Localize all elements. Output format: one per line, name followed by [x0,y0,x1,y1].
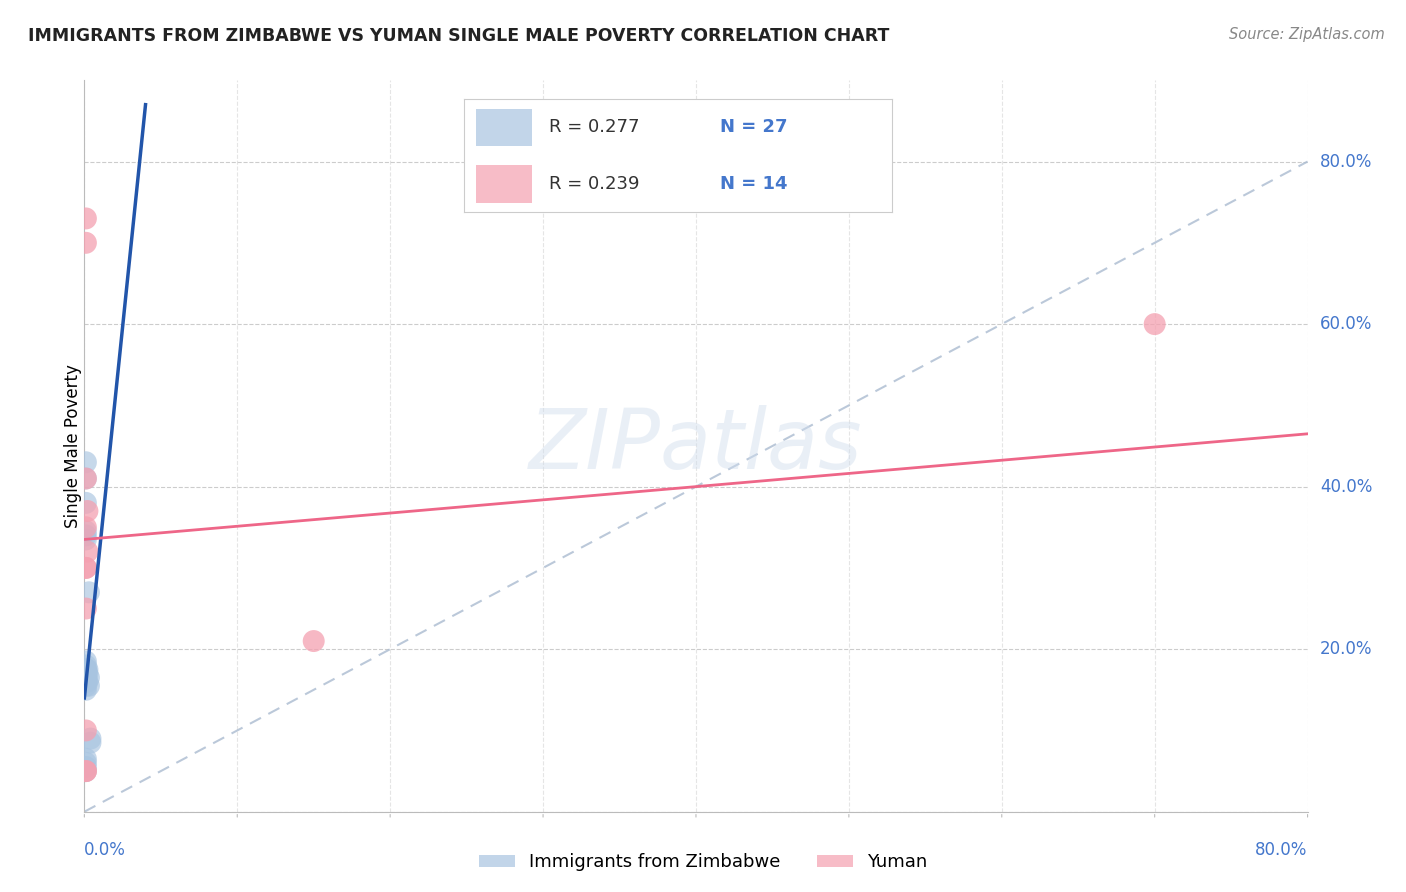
Point [77,585,100,599]
Point [75,561,97,575]
Point [79,731,101,746]
Point [75,471,97,485]
Point [75,658,97,673]
Point [1143,317,1166,331]
Point [75,764,97,778]
Point [75,654,97,668]
Point [75,752,97,766]
Point [75,524,97,539]
Legend: Immigrants from Zimbabwe, Yuman: Immigrants from Zimbabwe, Yuman [471,847,935,879]
Point [75,601,97,615]
Point [77,679,100,693]
Point [75,666,97,681]
Point [75,528,97,542]
Point [75,663,97,677]
Point [76,544,98,558]
Text: ZIPatlas: ZIPatlas [529,406,863,486]
Point [75,764,97,778]
Point [77,671,100,685]
Point [302,634,325,648]
Point [79,736,101,750]
Point [75,663,97,677]
Point [75,671,97,685]
Point [75,679,97,693]
Point [76,674,98,689]
Text: Source: ZipAtlas.com: Source: ZipAtlas.com [1229,27,1385,42]
Point [75,471,97,485]
Point [76,504,98,518]
Text: 60.0%: 60.0% [1320,315,1372,333]
Text: 80.0%: 80.0% [1256,841,1308,859]
Point [75,496,97,510]
Point [75,235,97,250]
Point [75,756,97,770]
Point [76,663,98,677]
Point [75,760,97,774]
Point [75,682,97,697]
Text: 40.0%: 40.0% [1320,477,1372,496]
Point [75,674,97,689]
Text: 0.0%: 0.0% [84,841,127,859]
Point [76,666,98,681]
Text: IMMIGRANTS FROM ZIMBABWE VS YUMAN SINGLE MALE POVERTY CORRELATION CHART: IMMIGRANTS FROM ZIMBABWE VS YUMAN SINGLE… [28,27,890,45]
Point [75,520,97,534]
Point [75,533,97,547]
Text: 80.0%: 80.0% [1320,153,1372,170]
Point [75,764,97,778]
Text: 20.0%: 20.0% [1320,640,1372,658]
Y-axis label: Single Male Poverty: Single Male Poverty [65,364,82,528]
Point [75,211,97,226]
Point [75,561,97,575]
Point [75,723,97,738]
Point [75,455,97,469]
